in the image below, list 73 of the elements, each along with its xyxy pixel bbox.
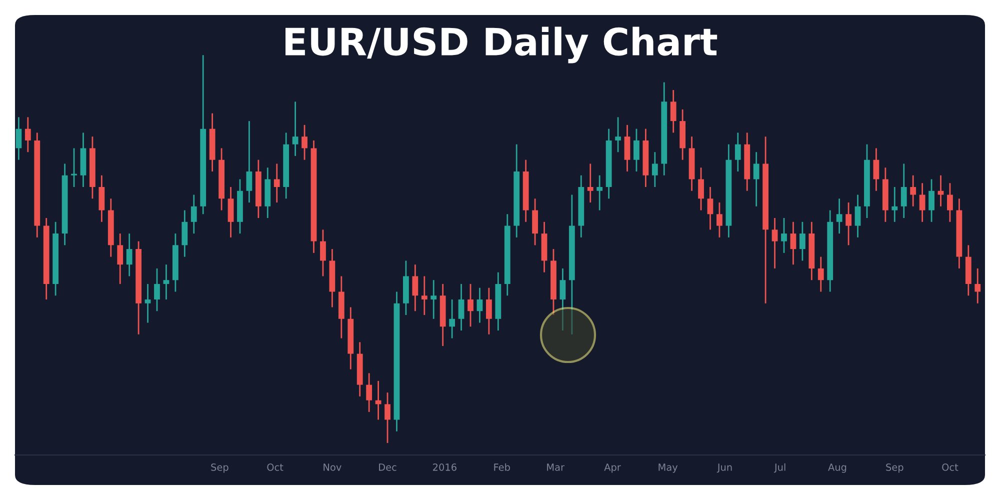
x-tick-label: Oct bbox=[942, 464, 958, 471]
candlestick bbox=[753, 151, 760, 208]
candlestick bbox=[182, 210, 188, 258]
candlestick bbox=[938, 174, 944, 208]
candlestick bbox=[144, 283, 151, 324]
candlestick bbox=[615, 116, 621, 153]
candlestick bbox=[320, 228, 326, 277]
candlestick bbox=[412, 264, 418, 312]
x-tick-label: Jun bbox=[716, 464, 732, 473]
candlestick bbox=[596, 174, 603, 211]
candlestick bbox=[734, 132, 741, 172]
candlestick bbox=[302, 124, 308, 161]
candlestick bbox=[892, 186, 898, 223]
candlestick bbox=[16, 116, 22, 161]
candlestick bbox=[716, 202, 722, 238]
x-tick-label: Jul bbox=[774, 463, 786, 473]
candlestick bbox=[532, 198, 538, 246]
candlestick bbox=[928, 178, 934, 223]
chart-title: EUR/USD Daily Chart bbox=[286, 26, 718, 64]
candlestick bbox=[486, 287, 492, 336]
candlestick bbox=[772, 217, 778, 270]
x-tick-label: 2016 bbox=[433, 464, 456, 471]
candlestick bbox=[421, 276, 428, 316]
candlestick bbox=[154, 268, 160, 312]
candlestick bbox=[246, 120, 252, 204]
candlestick bbox=[126, 232, 132, 277]
candlestick bbox=[790, 221, 796, 266]
candlestick bbox=[366, 372, 372, 413]
x-tick-label: Oct bbox=[267, 464, 284, 471]
candlestick bbox=[670, 89, 676, 134]
x-tick-label: Apr bbox=[604, 464, 621, 473]
candlestick bbox=[799, 221, 806, 262]
candlestick bbox=[919, 182, 926, 223]
x-tick-label: Nov bbox=[324, 464, 342, 471]
x-tick-label: Dec bbox=[379, 464, 396, 471]
x-tick-label: Mar bbox=[547, 464, 564, 471]
candlestick bbox=[854, 194, 861, 238]
candlestick bbox=[458, 283, 464, 332]
candlestick bbox=[71, 148, 77, 188]
candlestick bbox=[476, 287, 483, 324]
candlestick bbox=[900, 163, 907, 219]
candlestick bbox=[449, 298, 456, 339]
candlestick bbox=[292, 100, 298, 157]
candlestick bbox=[974, 268, 981, 304]
candlestick bbox=[846, 202, 852, 246]
x-tick-label: May bbox=[658, 464, 678, 473]
candlestick bbox=[698, 166, 704, 211]
x-tick-label: Sep bbox=[211, 464, 228, 473]
candlestick bbox=[384, 392, 390, 444]
candlestick bbox=[117, 232, 124, 285]
candlestick bbox=[873, 148, 880, 192]
candlestick bbox=[190, 194, 197, 234]
candlestick bbox=[634, 128, 640, 172]
candlestick bbox=[560, 268, 566, 332]
candlestick bbox=[587, 163, 594, 204]
candlestick bbox=[430, 279, 437, 320]
candlestick bbox=[24, 116, 31, 153]
candlestick bbox=[910, 174, 916, 208]
candlestick bbox=[163, 264, 170, 300]
candlestick bbox=[624, 124, 630, 172]
candlestick bbox=[468, 283, 474, 328]
candlestick bbox=[274, 163, 280, 204]
candlestick bbox=[836, 198, 842, 234]
x-tick-label: Feb bbox=[494, 463, 510, 471]
candlestick bbox=[781, 217, 787, 254]
x-tick-label: Aug bbox=[828, 464, 846, 473]
candlestick bbox=[652, 151, 658, 188]
candlestick bbox=[98, 174, 105, 223]
candlestick bbox=[818, 256, 824, 292]
x-tick-label: Sep bbox=[886, 464, 904, 473]
candlestick bbox=[947, 182, 953, 223]
candlestick bbox=[228, 186, 234, 238]
candlestick bbox=[707, 186, 714, 230]
